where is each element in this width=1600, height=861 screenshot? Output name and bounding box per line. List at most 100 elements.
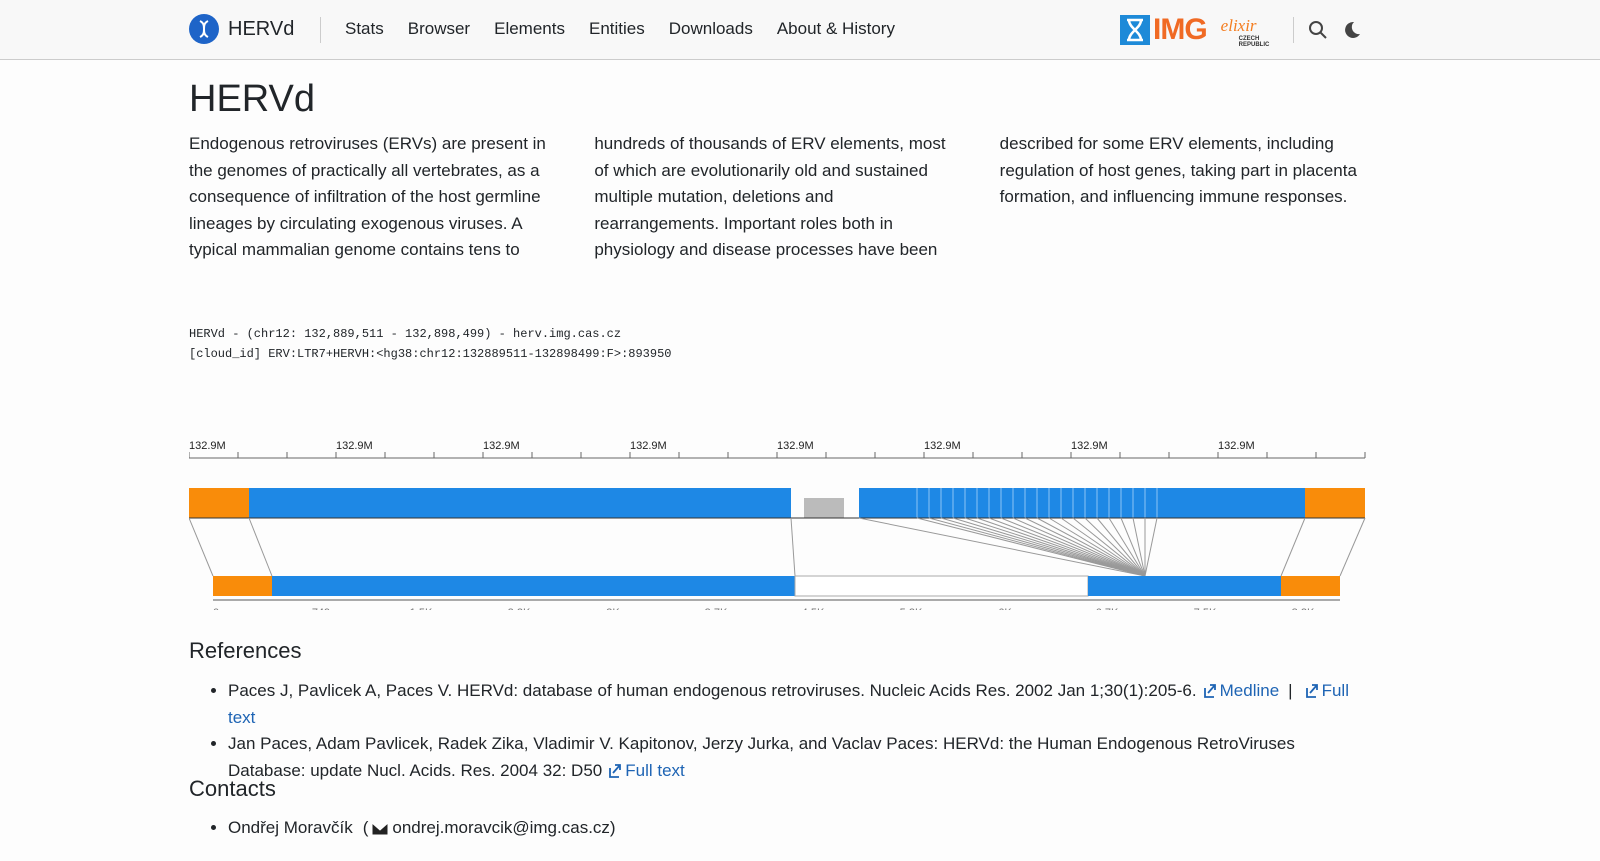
ltr (213, 576, 272, 596)
contact-name: Ondřej Moravčík (228, 818, 353, 837)
axis-label: 5.2K (900, 607, 923, 610)
link (248, 517, 273, 577)
element (859, 488, 1305, 518)
icon-path (372, 823, 389, 835)
genome-browser: 132.9M 132.9M 132.9M 132.9M 132.9M 132.9M 132.… (189, 440, 1366, 610)
search-icon[interactable] (1308, 20, 1328, 40)
reference-link[interactable]: Full text (228, 681, 1349, 727)
link (928, 517, 1146, 577)
paren: ( (362, 818, 369, 837)
nav-right: IMG elixir CZECH REPUBLIC (1120, 10, 1362, 50)
gap (804, 498, 844, 518)
link (1084, 517, 1146, 577)
link (790, 517, 796, 577)
header-line: HERVd - (chr12: 132,889,511 - 132,898,49… (189, 327, 622, 341)
navbar: HERVd Stats Browser Elements Entities Downlo… (0, 0, 1600, 60)
separator: | (1288, 681, 1293, 700)
contact: Ondřej Moravčík ( ondrej.moravcik@img.cas.… (228, 815, 1368, 842)
axis-label: 0 (213, 607, 219, 610)
elixir-sub: CZECH REPUBLIC (1238, 36, 1270, 48)
link (1072, 517, 1146, 577)
nav-link[interactable]: About & History (776, 19, 895, 38)
reference-link[interactable]: Full text (625, 760, 685, 780)
link (940, 517, 1146, 577)
brand[interactable]: HERVd (189, 14, 294, 44)
link-icon (1305, 684, 1318, 698)
link (916, 517, 1146, 577)
link-icon (1203, 684, 1216, 698)
intro: Endogenous retroviruses (ERVs) are prese… (189, 134, 1357, 259)
icon-path (609, 763, 622, 778)
nav-link[interactable]: Entities (588, 19, 645, 38)
theme-icon[interactable] (1342, 20, 1362, 40)
reference: Jan Paces, Adam Pavlicek, Radek Zika, Vl… (228, 731, 1368, 784)
element (272, 576, 795, 596)
contact-email: ondrej.moravcik@img.cas.cz (392, 818, 610, 837)
nav-link[interactable]: Elements (494, 19, 565, 38)
axis-label: 4.5K (802, 607, 825, 610)
axis-label: 3K (606, 607, 620, 610)
img-text: IMG (1153, 13, 1208, 46)
link (1120, 517, 1146, 577)
ruler-label: 132.9M (1071, 440, 1108, 452)
references-list: Paces J, Pavlicek A, Paces V. HERVd: dat… (189, 678, 1368, 784)
ltr (1281, 576, 1340, 596)
contacts-list: Ondřej Moravčík ( ondrej.moravcik@img.cas.… (189, 815, 1368, 842)
link (976, 517, 1146, 577)
axis-label: 6K (998, 607, 1012, 610)
link (1144, 517, 1158, 577)
img-logo[interactable]: IMG (1120, 13, 1208, 47)
link (988, 517, 1146, 577)
icon-path (1203, 684, 1216, 698)
deletion (794, 575, 1089, 597)
elixir-text: elixir (1220, 16, 1257, 35)
link (1108, 517, 1146, 577)
axis-label: 1.5K (410, 607, 433, 610)
ruler-label: 132.9M (1218, 440, 1255, 452)
icon-path (1305, 684, 1318, 698)
link (1280, 517, 1306, 577)
ltr (1305, 488, 1365, 518)
link (964, 517, 1146, 577)
browser-header: HERVd - (chr12: 132,889,511 - 132,898,49… (189, 325, 671, 364)
link (1132, 517, 1146, 577)
axis-label: 2.2K (508, 607, 531, 610)
link (189, 517, 214, 577)
page-title: HERVd (189, 78, 316, 120)
axis-label: 6.7K (1096, 607, 1119, 610)
ruler-label: 132.9M (483, 440, 520, 452)
references-title: References (189, 638, 302, 663)
img-icon (1120, 15, 1150, 45)
link (1036, 517, 1146, 577)
link (1096, 517, 1146, 577)
nav-link[interactable]: Browser (407, 19, 471, 38)
ltr (189, 488, 249, 518)
link (1060, 517, 1146, 577)
content: HERVd Endogenous retroviruses (ERVs) are… (189, 60, 1366, 837)
link (1339, 517, 1366, 577)
divider (1292, 17, 1294, 43)
link (1012, 517, 1146, 577)
nav-link[interactable]: Stats (345, 19, 384, 38)
link (1024, 517, 1146, 577)
reference-text: Jan Paces, Adam Pavlicek, Radek Zika, Vl… (228, 734, 1295, 780)
reference: Paces J, Pavlicek A, Paces V. HERVd: dat… (228, 678, 1368, 731)
elixir-logo[interactable]: elixir CZECH REPUBLIC (1221, 10, 1279, 50)
mail-icon (372, 823, 389, 835)
reference-text: Paces J, Pavlicek A, Paces V. HERVd: dat… (228, 681, 1197, 700)
reference-link[interactable]: Medline (1219, 681, 1280, 700)
link (1048, 517, 1146, 577)
contacts-title: Contacts (189, 776, 276, 801)
ruler-label: 132.9M (777, 440, 814, 452)
ruler-label: 132.9M (189, 440, 226, 452)
brand-name: HERVd (228, 17, 295, 40)
axis-label: 3.7K (705, 607, 728, 610)
axis-label: 7.5K (1194, 607, 1217, 610)
nav-link[interactable]: Downloads (668, 19, 753, 38)
ruler-label: 132.9M (336, 440, 373, 452)
link-icon (609, 763, 622, 778)
element (249, 488, 791, 518)
ruler-label: 132.9M (924, 440, 961, 452)
